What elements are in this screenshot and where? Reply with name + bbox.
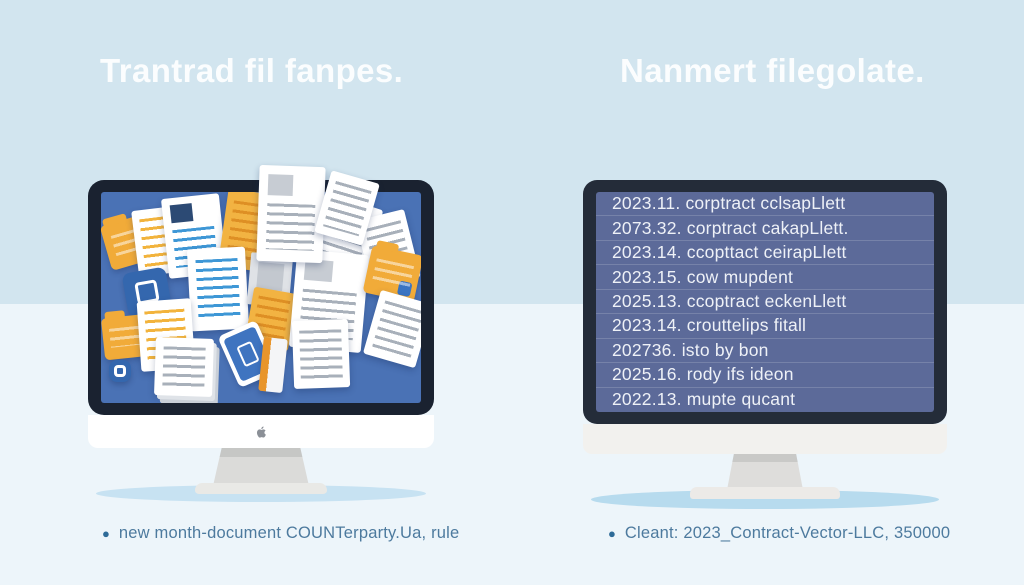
app-tile-icon bbox=[109, 360, 131, 382]
file-name: 2022.13. mupte qucant bbox=[612, 389, 796, 410]
file-list-item: 2023.11. corptract cclsapLlett bbox=[596, 192, 934, 217]
file-name: 2023.15. cow mupdent bbox=[612, 266, 794, 287]
book-icon bbox=[258, 336, 288, 394]
file-name: 2023.14. crouttelips fitall bbox=[612, 315, 807, 336]
left-panel-title: Trantrad fil fanpes. bbox=[100, 52, 404, 89]
file-name: 2023.14. ccopttact ceirapLlett bbox=[612, 242, 847, 263]
right-monitor-stand-foot bbox=[690, 487, 840, 499]
bullet-icon: ● bbox=[102, 526, 110, 541]
left-caption-text: new month-document COUNTerparty.Ua, rule bbox=[118, 524, 460, 542]
document-icon bbox=[186, 246, 250, 332]
apple-logo-icon bbox=[253, 423, 269, 441]
file-list-item: 2023.14. crouttelips fitall bbox=[596, 314, 934, 339]
right-monitor: 2023.11. corptract cclsapLlett 2073.32. … bbox=[583, 180, 947, 512]
document-icon bbox=[256, 164, 326, 264]
file-name: 2023.11. corptract cclsapLlett bbox=[612, 193, 846, 214]
left-monitor-stand-neck bbox=[213, 448, 309, 486]
right-monitor-bezel: 2023.11. corptract cclsapLlett 2073.32. … bbox=[583, 180, 947, 424]
left-caption: ● new month-document COUNTerparty.Ua, ru… bbox=[102, 524, 459, 543]
file-list-item: 2025.13. ccoptract eckenLlett bbox=[596, 290, 934, 315]
document-icon bbox=[291, 319, 351, 389]
file-list-item: 2023.15. cow mupdent bbox=[596, 265, 934, 290]
file-list: 2023.11. corptract cclsapLlett 2073.32. … bbox=[596, 192, 934, 412]
right-monitor-shadow bbox=[591, 490, 939, 509]
left-monitor-stand-foot bbox=[195, 483, 327, 494]
file-name: 202736. isto by bon bbox=[612, 339, 769, 360]
file-list-item: 2023.14. ccopttact ceirapLlett bbox=[596, 241, 934, 266]
right-caption-text: Cleant: 2023_Contract-Vector-LLC, 350000 bbox=[624, 524, 951, 542]
left-monitor-chin bbox=[88, 415, 434, 448]
bullet-icon: ● bbox=[608, 526, 616, 541]
right-caption: ● Cleant: 2023_Contract-Vector-LLC, 3500… bbox=[608, 524, 950, 543]
right-monitor-stand-neck bbox=[727, 454, 803, 490]
file-list-item: 202736. isto by bon bbox=[596, 339, 934, 364]
file-list-item: 2022.13. mupte qucant bbox=[596, 388, 934, 412]
paper-stack-icon bbox=[154, 337, 214, 397]
left-monitor bbox=[88, 164, 434, 510]
right-monitor-chin bbox=[583, 424, 947, 454]
file-name: 2025.16. rody ifs ideon bbox=[612, 364, 794, 385]
document-icon bbox=[362, 289, 421, 369]
right-panel-title: Nanmert filegolate. bbox=[620, 52, 925, 89]
file-name: 2073.32. corptract cakapLlett. bbox=[612, 217, 849, 238]
file-list-item: 2025.16. rody ifs ideon bbox=[596, 363, 934, 388]
file-name: 2025.13. ccoptract eckenLlett bbox=[612, 290, 847, 311]
file-list-item: 2073.32. corptract cakapLlett. bbox=[596, 216, 934, 241]
